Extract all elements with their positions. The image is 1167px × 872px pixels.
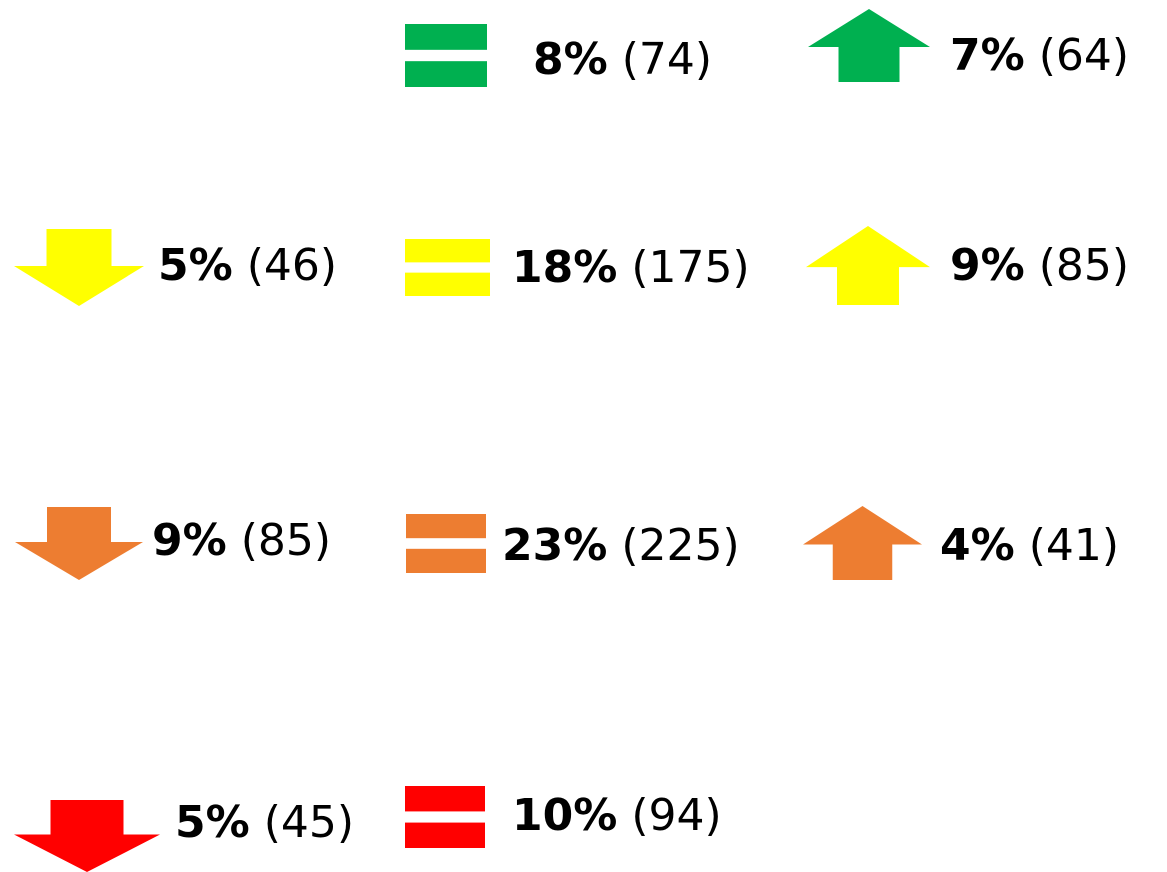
count: (45): [264, 797, 354, 848]
percent: 5%: [175, 797, 250, 848]
indicator-label: 7% (64): [950, 30, 1129, 81]
percent: 23%: [502, 520, 607, 571]
percent: 5%: [158, 240, 233, 291]
indicator-cell: 7% (64): [808, 9, 1129, 82]
count: (46): [247, 240, 337, 291]
count: (94): [631, 790, 721, 841]
equal-bar: [406, 514, 486, 539]
percent: 9%: [950, 240, 1025, 291]
equal-bar: [405, 786, 485, 812]
arrow-down: [14, 229, 144, 306]
equal-bar: [405, 239, 490, 263]
arrow-down: [15, 507, 143, 580]
percent: 18%: [512, 242, 617, 293]
indicator-cell: 5% (45): [14, 797, 354, 872]
arrow-down: [14, 800, 160, 872]
indicator-label: 8% (74): [533, 34, 712, 85]
percent: 7%: [950, 30, 1025, 81]
equal-bar: [405, 24, 487, 50]
count: (64): [1039, 30, 1129, 81]
indicator-label: 23% (225): [502, 520, 740, 571]
indicator-label: 5% (45): [175, 797, 354, 848]
indicator-cell: 9% (85): [806, 226, 1129, 305]
indicator-label: 10% (94): [512, 790, 722, 841]
indicator-cell: 5% (46): [14, 229, 337, 306]
percent: 10%: [512, 790, 617, 841]
count: (225): [621, 520, 739, 571]
count: (85): [1039, 240, 1129, 291]
percent: 8%: [533, 34, 608, 85]
count: (41): [1029, 520, 1119, 571]
indicator-cell: 8% (74): [405, 24, 712, 87]
indicator-label: 18% (175): [512, 242, 750, 293]
indicator-cell: 18% (175): [405, 239, 750, 296]
count: (85): [241, 515, 331, 566]
equal-bar: [405, 61, 487, 87]
count: (175): [631, 242, 749, 293]
indicator-label: 4% (41): [940, 520, 1119, 571]
indicator-cell: 23% (225): [406, 514, 740, 573]
arrow-up: [806, 226, 930, 305]
percent: 9%: [152, 515, 227, 566]
indicator-label: 9% (85): [152, 515, 331, 566]
percent: 4%: [940, 520, 1015, 571]
equal-bar: [405, 272, 490, 296]
indicator-label: 5% (46): [158, 240, 337, 291]
equal-bar: [405, 822, 485, 848]
equal-bar: [406, 548, 486, 573]
arrow-up: [808, 9, 930, 82]
indicator-cell: 9% (85): [15, 507, 331, 580]
arrow-up: [803, 506, 922, 580]
indicator-cell: 10% (94): [405, 786, 722, 848]
indicator-cell: 4% (41): [803, 506, 1119, 580]
count: (74): [622, 34, 712, 85]
indicator-label: 9% (85): [950, 240, 1129, 291]
